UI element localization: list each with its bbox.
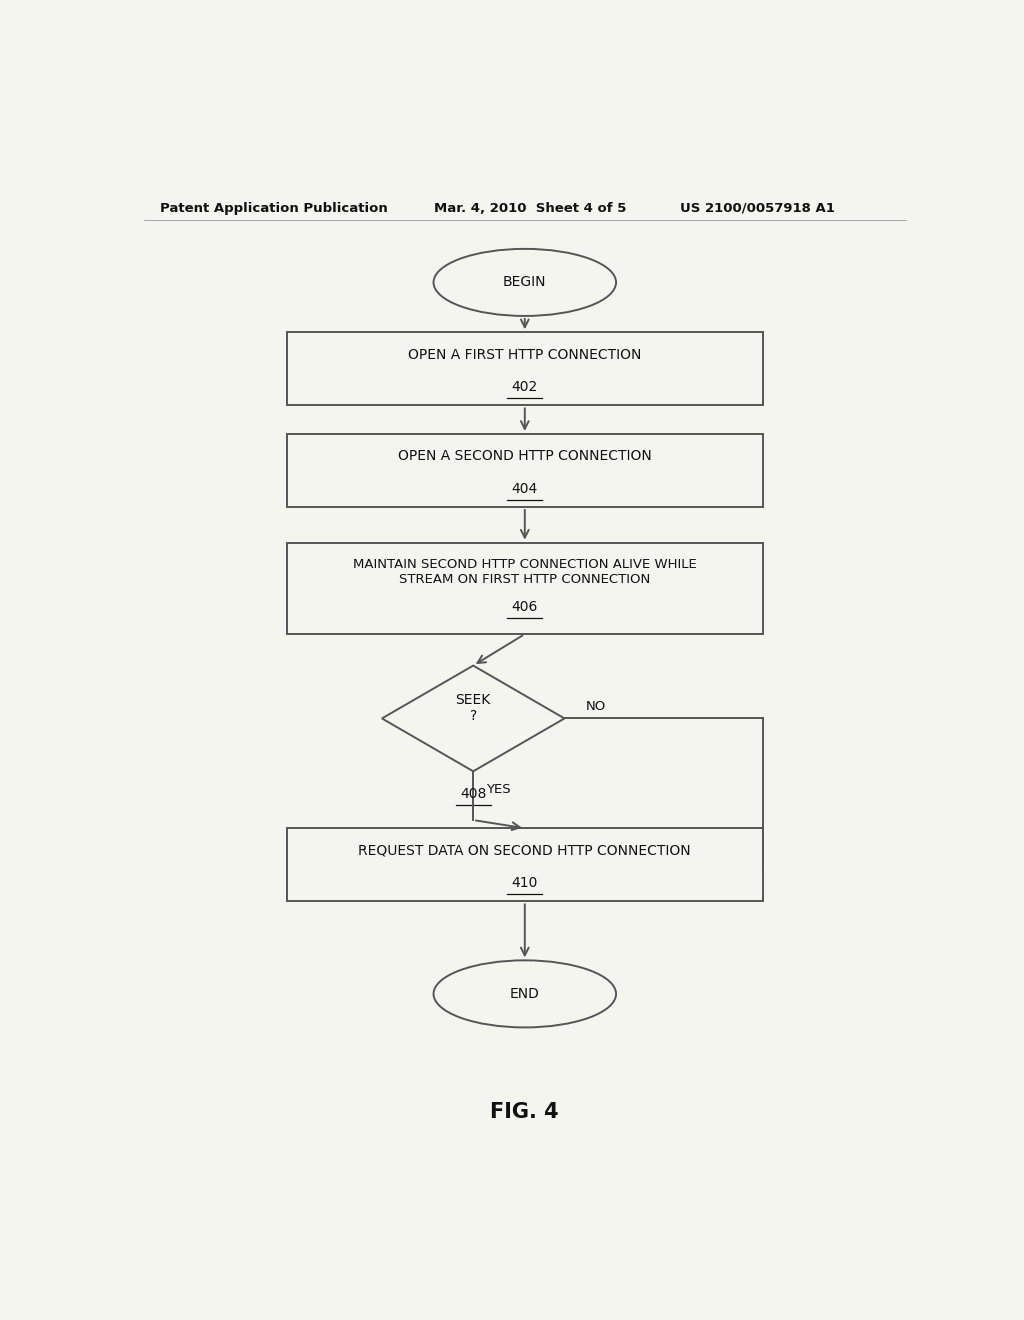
- Text: REQUEST DATA ON SECOND HTTP CONNECTION: REQUEST DATA ON SECOND HTTP CONNECTION: [358, 843, 691, 858]
- Text: 410: 410: [512, 876, 538, 890]
- Text: 402: 402: [512, 380, 538, 395]
- Text: BEGIN: BEGIN: [503, 276, 547, 289]
- Bar: [287, 828, 763, 902]
- Bar: [287, 543, 763, 634]
- Text: END: END: [510, 987, 540, 1001]
- Bar: [287, 434, 763, 507]
- Text: OPEN A FIRST HTTP CONNECTION: OPEN A FIRST HTTP CONNECTION: [409, 347, 641, 362]
- Text: MAINTAIN SECOND HTTP CONNECTION ALIVE WHILE
STREAM ON FIRST HTTP CONNECTION: MAINTAIN SECOND HTTP CONNECTION ALIVE WH…: [353, 558, 696, 586]
- Text: YES: YES: [486, 783, 511, 796]
- Text: FIG. 4: FIG. 4: [490, 1102, 559, 1122]
- Text: Patent Application Publication: Patent Application Publication: [160, 202, 387, 215]
- Text: 404: 404: [512, 482, 538, 496]
- Text: SEEK
?: SEEK ?: [456, 693, 490, 723]
- Text: NO: NO: [586, 700, 606, 713]
- Text: 406: 406: [512, 599, 538, 614]
- Bar: [287, 333, 763, 405]
- Text: 408: 408: [460, 787, 486, 801]
- Text: Mar. 4, 2010  Sheet 4 of 5: Mar. 4, 2010 Sheet 4 of 5: [433, 202, 626, 215]
- Text: OPEN A SECOND HTTP CONNECTION: OPEN A SECOND HTTP CONNECTION: [398, 449, 651, 463]
- Text: US 2100/0057918 A1: US 2100/0057918 A1: [680, 202, 835, 215]
